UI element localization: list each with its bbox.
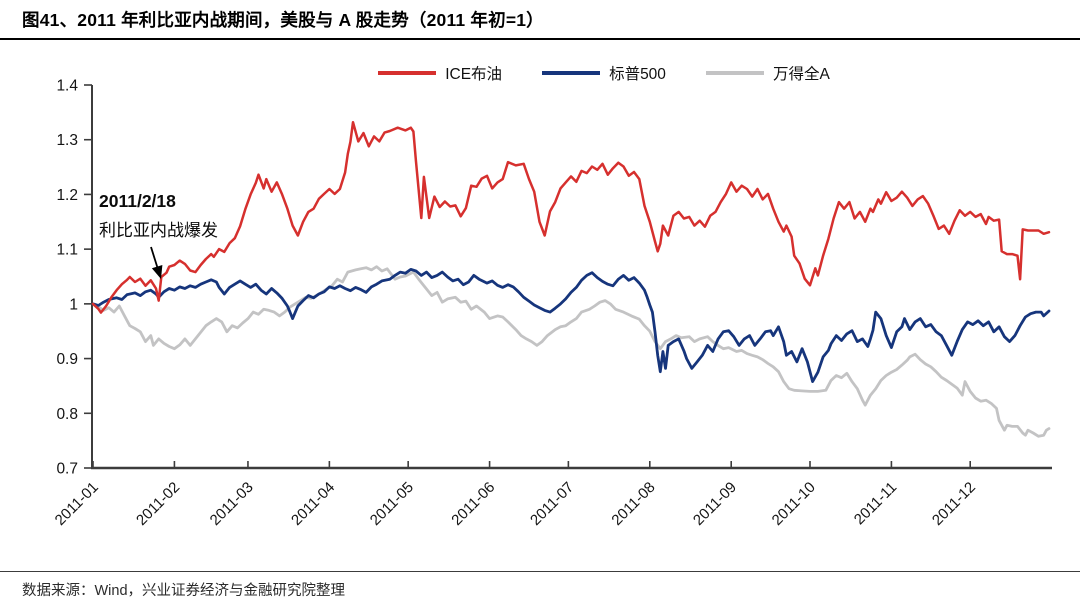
x-tick-label: 2011-01 [52, 479, 102, 529]
x-tick-label: 2011-12 [929, 479, 979, 529]
navy-line-swatch-icon [542, 71, 601, 75]
y-tick-label: 0.9 [56, 351, 78, 368]
x-tick-label: 2011-03 [207, 479, 257, 529]
series-line-0 [91, 120, 1051, 314]
annotation-arrow-head [151, 264, 163, 279]
annotation-arrow-shaft [150, 246, 159, 269]
y-tick-label: 1.4 [56, 78, 78, 95]
series-line-2 [91, 265, 1051, 438]
x-tick-label: 2011-02 [133, 479, 183, 529]
legend-item-sp500: 标普500 [542, 62, 666, 84]
legend-item-wind-all-a: 万得全A [705, 62, 830, 84]
x-tick-label: 2011-07 [527, 479, 577, 529]
data-source-note: 数据来源：Wind，兴业证券经济与金融研究院整理 [22, 583, 346, 599]
legend-label: 万得全A [772, 66, 830, 83]
y-tick-label: 1 [69, 296, 78, 313]
x-tick-label: 2011-09 [690, 479, 740, 529]
annotation-date: 2011/2/18 [99, 191, 176, 211]
chart-legend: ICE布油 标普500 万得全A [0, 62, 1080, 84]
y-tick-label: 1.2 [56, 187, 78, 204]
x-tick-label: 2011-06 [448, 479, 498, 529]
x-tick-label: 2011-10 [769, 479, 819, 529]
x-tick-label: 2011-05 [367, 479, 417, 529]
legend-label: ICE布油 [445, 66, 503, 83]
gray-line-swatch-icon [705, 71, 764, 75]
y-tick-label: 0.7 [56, 461, 78, 478]
footer-divider [0, 571, 1080, 573]
legend-label: 标普500 [609, 66, 666, 83]
event-annotation: 2011/2/18 利比亚内战爆发 [99, 187, 218, 245]
y-tick-label: 1.3 [56, 132, 78, 149]
x-tick-label: 2011-04 [288, 479, 338, 529]
chart-title: 图41、2011 年利比亚内战期间，美股与 A 股走势（2011 年初=1） [22, 10, 544, 30]
red-line-swatch-icon [378, 71, 437, 75]
annotation-text: 利比亚内战爆发 [99, 221, 218, 240]
x-tick-label: 2011-08 [608, 479, 658, 529]
title-divider [0, 38, 1080, 40]
x-tick-label: 2011-11 [851, 479, 900, 528]
series-line-1 [91, 267, 1051, 384]
y-tick-label: 1.1 [56, 242, 78, 259]
legend-item-ice-brent: ICE布油 [378, 62, 502, 84]
y-tick-label: 0.8 [56, 406, 78, 423]
